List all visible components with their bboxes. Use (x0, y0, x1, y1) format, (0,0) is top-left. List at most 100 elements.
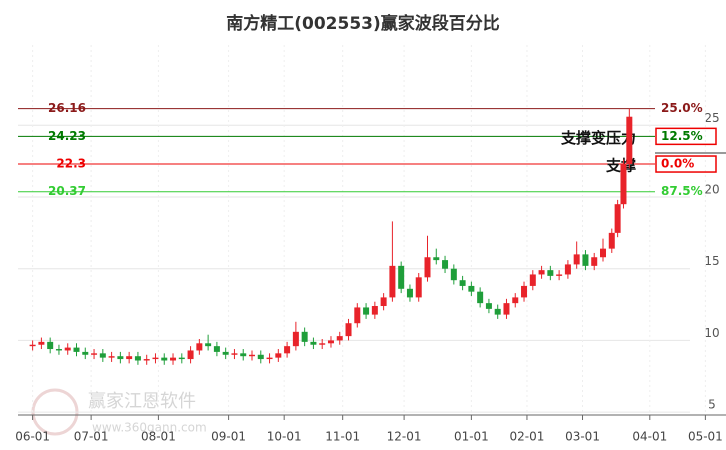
candle-body (477, 291, 484, 304)
candle-body (231, 353, 238, 355)
candle-body (222, 351, 229, 355)
candle-body (187, 350, 194, 360)
level-pct: 12.5% (661, 129, 703, 143)
candle-body (284, 346, 291, 354)
x-tick-label: 07-01 (74, 430, 109, 444)
candle-body (521, 285, 528, 298)
candle-body (161, 357, 168, 361)
candle-body (398, 265, 405, 289)
candle-body (143, 359, 150, 361)
candle-body (108, 356, 115, 358)
candle-body (600, 248, 606, 258)
candle-body (538, 270, 545, 275)
chart-title: 南方精工(002553)赢家波段百分比 (226, 13, 500, 34)
candle-body (459, 280, 466, 286)
candle-body (591, 257, 598, 266)
candle-body (170, 357, 177, 361)
candle-body (152, 357, 159, 360)
watermark: 赢家江恩软件 www.360gann.com (31, 388, 207, 436)
x-tick-label: 01-01 (454, 430, 489, 444)
x-tick-label: 08-01 (141, 430, 176, 444)
level-value: 22.3 (56, 157, 86, 171)
candle-body (363, 307, 370, 315)
candle-body (468, 285, 475, 292)
x-tick-label: 02-01 (510, 430, 545, 444)
level-value: 20.37 (48, 184, 86, 198)
candle-body (547, 270, 554, 276)
candle-body (371, 306, 378, 315)
candle-body (433, 257, 440, 261)
candle-body (450, 268, 457, 281)
candle-body (275, 353, 282, 358)
level-pct: 87.5% (661, 184, 703, 198)
candle-body (573, 254, 580, 265)
y-tick-label: 15 (704, 254, 719, 268)
candle-body (99, 353, 106, 358)
candle-body (73, 347, 80, 352)
candle-body (442, 260, 449, 269)
candle-body (406, 288, 413, 298)
candle-body (310, 341, 317, 345)
candle-body (345, 323, 352, 337)
candle-body (327, 340, 334, 344)
candle-body (415, 277, 422, 298)
y-tick-label: 25 (704, 111, 719, 125)
watermark-name: 赢家江恩软件 (88, 390, 196, 412)
level-note: 支撑变压力 (560, 129, 636, 147)
level-box (655, 155, 717, 173)
candle-body (249, 354, 255, 357)
candle-body (126, 356, 133, 360)
candle-body (240, 353, 247, 357)
level-pct: 25.0% (661, 101, 703, 115)
candle-body (196, 343, 203, 351)
candle-body (556, 274, 563, 276)
level-pct: 0.0% (661, 157, 694, 171)
level-value: 26.16 (48, 101, 86, 115)
candle-body (620, 164, 627, 205)
x-tick-label: 06-01 (15, 430, 50, 444)
level-value: 24.23 (48, 129, 86, 143)
candle-body (319, 343, 326, 345)
candle-body (336, 336, 343, 341)
candle-body (582, 254, 589, 266)
watermark-url: www.360gann.com (92, 421, 207, 435)
x-tick-label: 03-01 (565, 430, 600, 444)
candle-body (389, 265, 396, 298)
candle-body (47, 341, 54, 350)
candle-body (91, 353, 98, 355)
candle-body (626, 116, 633, 165)
candle-body (82, 351, 89, 355)
y-tick-label: 20 (704, 183, 719, 197)
candle-body (424, 257, 431, 278)
level-box (655, 127, 717, 146)
y-tick-label: 10 (704, 326, 719, 340)
candle-body (178, 357, 185, 360)
candle-body (564, 264, 571, 275)
candle-body (503, 303, 510, 315)
candle-body (38, 341, 45, 345)
candle-body (380, 297, 387, 307)
candle-body (117, 356, 124, 360)
candle-body (29, 344, 36, 347)
candle-body (134, 356, 141, 361)
candle-body (213, 346, 220, 352)
candle-body (485, 303, 492, 309)
x-tick-label: 09-01 (211, 430, 246, 444)
candle-body (64, 347, 71, 351)
candle-body (257, 354, 264, 360)
candle-body (266, 357, 273, 360)
x-tick-label: 11-01 (325, 430, 360, 444)
candle-body (301, 331, 308, 342)
candle-body (354, 307, 361, 324)
candle-body (494, 308, 501, 315)
x-tick-label: 10-01 (267, 430, 302, 444)
x-tick-label: 04-01 (632, 430, 667, 444)
candle-body (512, 297, 519, 304)
candle-body (205, 343, 212, 347)
candle-body (55, 349, 62, 351)
candle-body (608, 232, 615, 249)
candle-body (292, 331, 299, 347)
x-tick-label: 12-01 (387, 430, 422, 444)
candle-body (529, 274, 536, 286)
